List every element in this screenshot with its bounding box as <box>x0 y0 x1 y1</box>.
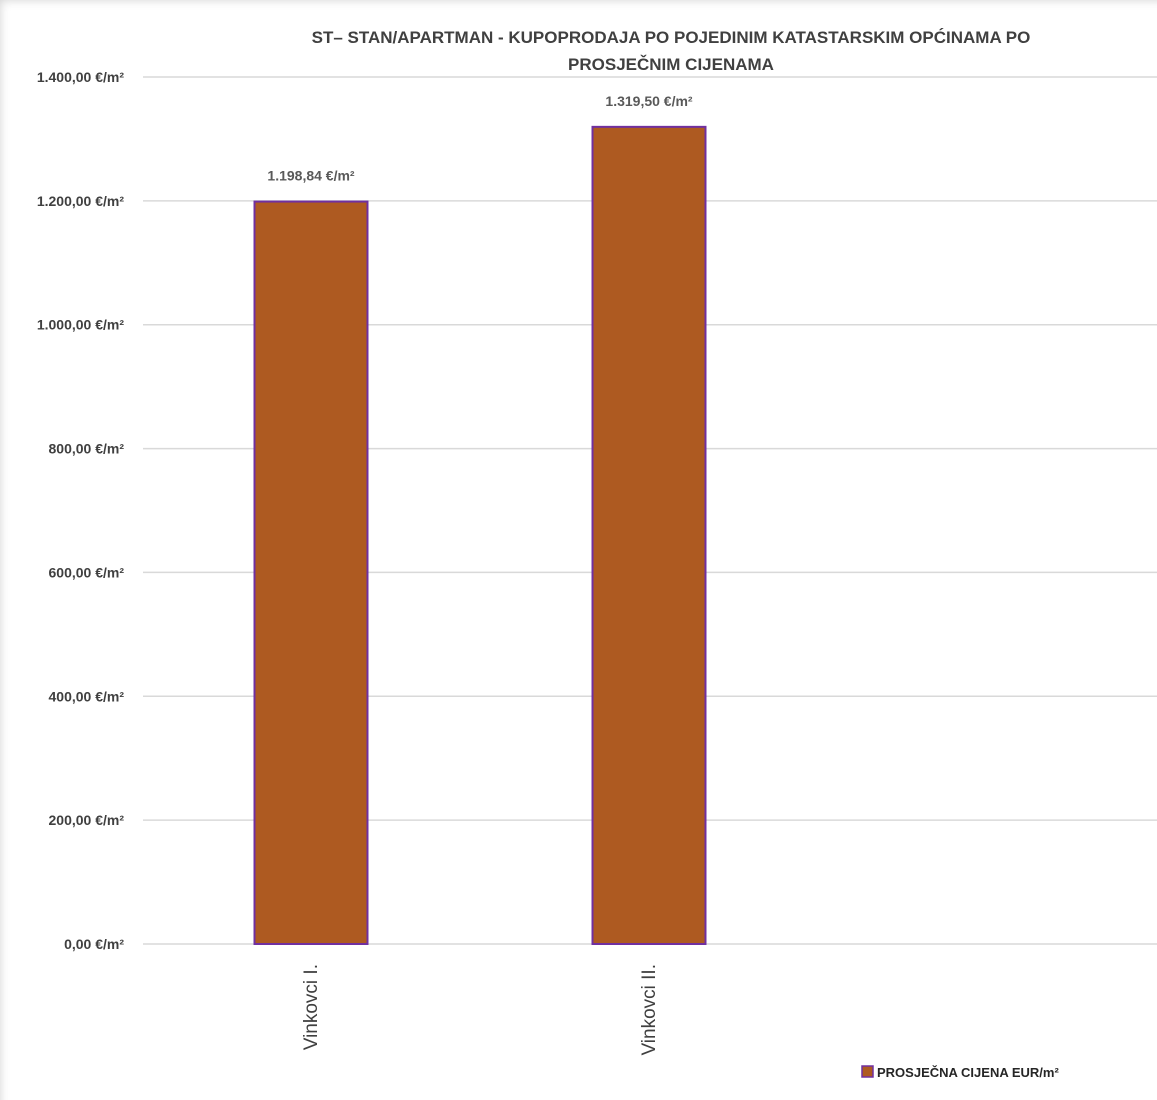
y-tick-label: 800,00 €/m² <box>49 441 125 457</box>
data-labels: 1.198,84 €/m² 1.319,50 €/m² <box>267 93 693 184</box>
data-label: 1.319,50 €/m² <box>605 93 693 109</box>
bars <box>253 125 707 946</box>
bar <box>253 200 369 946</box>
x-category-label: Vinkovci I. <box>301 964 322 1050</box>
data-label: 1.198,84 €/m² <box>267 168 355 184</box>
bar <box>591 125 707 946</box>
chart-title-line-1: ST– STAN/APARTMAN - KUPOPRODAJA PO POJED… <box>312 28 1031 47</box>
chart-title-line-2: PROSJEČNIM CIJENAMA <box>568 55 774 74</box>
y-tick-label: 1.400,00 €/m² <box>37 69 125 85</box>
x-category-label: Vinkovci II. <box>639 964 660 1056</box>
y-tick-label: 200,00 €/m² <box>49 812 125 828</box>
y-tick-label: 400,00 €/m² <box>49 688 125 704</box>
chart-title: ST– STAN/APARTMAN - KUPOPRODAJA PO POJED… <box>312 28 1031 74</box>
legend: PROSJEČNA CIJENA EUR/m² <box>861 1065 1059 1080</box>
y-tick-label: 1.200,00 €/m² <box>37 193 125 209</box>
y-tick-label: 0,00 €/m² <box>64 936 124 952</box>
legend-swatch <box>861 1065 874 1078</box>
legend-label: PROSJEČNA CIJENA EUR/m² <box>877 1065 1059 1080</box>
y-tick-label: 600,00 €/m² <box>49 564 125 580</box>
y-tick-label: 1.000,00 €/m² <box>37 317 125 333</box>
x-axis-category-labels: Vinkovci I. Vinkovci II. <box>301 964 660 1056</box>
y-axis-tick-labels: 0,00 €/m² 200,00 €/m² 400,00 €/m² 600,00 €/… <box>37 69 125 952</box>
